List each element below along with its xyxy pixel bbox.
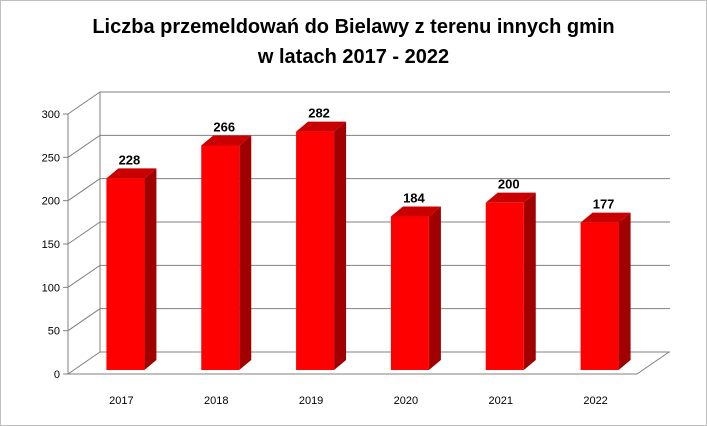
bar-2017: 228 <box>106 152 157 370</box>
gridline <box>67 178 670 202</box>
bar-2022: 177 <box>580 197 631 370</box>
bar-value-label: 184 <box>403 191 425 206</box>
gridline <box>67 134 670 158</box>
gridline <box>67 308 670 332</box>
x-tick-label: 2019 <box>299 395 323 407</box>
bar-value-label: 228 <box>119 152 141 167</box>
gridline <box>67 91 670 115</box>
y-axis-ticks: 0 50 100 150 200 250 300 <box>42 109 68 381</box>
y-tick-label: 150 <box>42 239 60 251</box>
bar-2020: 184 <box>390 191 441 370</box>
bar-front <box>296 131 335 370</box>
bar-value-label: 282 <box>308 106 330 121</box>
x-tick-label: 2020 <box>394 395 418 407</box>
bar-side <box>523 192 536 370</box>
gridline <box>67 264 670 288</box>
chart-title-line-2: w latach 2017 - 2022 <box>257 46 450 68</box>
bar-top <box>390 206 441 217</box>
bar-top <box>201 135 252 146</box>
bar-value-label: 266 <box>213 119 235 134</box>
y-tick-label: 0 <box>54 369 60 381</box>
bar-side <box>428 206 441 370</box>
bar-top <box>106 168 157 179</box>
bar-front <box>390 216 429 370</box>
bar-side <box>334 121 347 370</box>
bar-side <box>144 168 157 370</box>
bar-front <box>485 202 524 370</box>
x-tick-label: 2018 <box>204 395 228 407</box>
bar-2021: 200 <box>485 177 536 370</box>
gridlines <box>67 91 670 332</box>
bar-front <box>201 145 240 370</box>
y-tick-label: 100 <box>42 282 60 294</box>
x-tick-label: 2017 <box>109 395 133 407</box>
chart-walls <box>67 92 670 375</box>
y-tick-label: 250 <box>42 152 60 164</box>
bar-top <box>485 192 536 203</box>
bar-2018: 266 <box>201 119 252 370</box>
bar-value-label: 200 <box>498 177 520 192</box>
chart-title-line-1: Liczba przemeldowań do Bielawy z terenu … <box>92 16 615 38</box>
x-tick-label: 2022 <box>583 395 607 407</box>
x-axis-ticks: 2017 2018 2019 2020 2021 2022 <box>109 395 608 407</box>
y-tick-label: 200 <box>42 196 60 208</box>
x-tick-label: 2021 <box>489 395 513 407</box>
bar-top <box>580 212 631 223</box>
chart-title: Liczba przemeldowań do Bielawy z terenu … <box>0 12 707 72</box>
bar-side <box>618 212 631 370</box>
gridline <box>67 221 670 245</box>
bar-front <box>106 178 145 370</box>
floor-back-edge <box>67 351 670 375</box>
bar-top <box>296 121 347 132</box>
y-tick-label: 300 <box>42 109 60 121</box>
bars: 228 266 282 184 200 177 <box>106 106 631 370</box>
bar-side <box>239 135 252 370</box>
bar-value-label: 177 <box>593 197 615 212</box>
bar-front <box>580 222 619 370</box>
y-tick-label: 50 <box>48 326 60 338</box>
floor-front-edge <box>68 351 670 375</box>
bar-2019: 282 <box>296 106 347 370</box>
